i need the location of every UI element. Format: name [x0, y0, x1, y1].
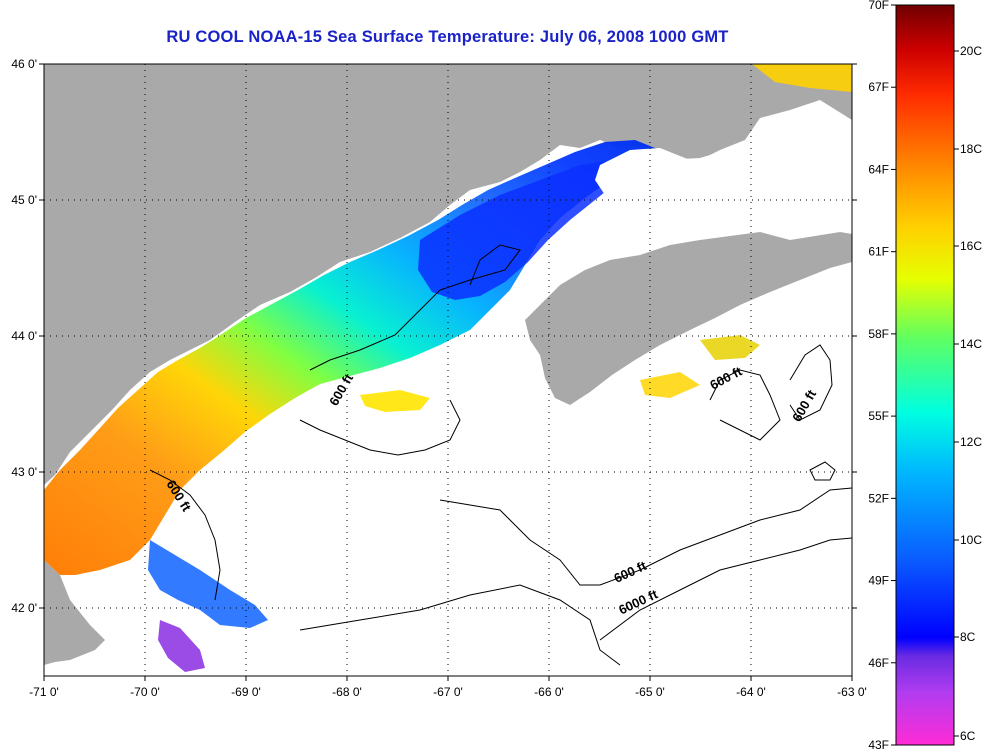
lon-tick-label: -71 0'	[29, 685, 59, 699]
colorbar-celsius-labels: 20C 18C 16C 14C 12C 10C 8C 6C	[954, 44, 982, 743]
cb-f-label: 64F	[868, 162, 889, 176]
colorbar-fahrenheit-labels: 70F 67F 64F 61F 58F 55F 52F 49F 46F 43F	[868, 0, 896, 752]
lon-tick-label: -70 0'	[130, 685, 160, 699]
sst-top-right-patch	[752, 64, 852, 92]
cb-c-label: 10C	[960, 533, 982, 547]
land-mainland	[44, 64, 852, 485]
cb-f-label: 70F	[868, 0, 889, 12]
cb-c-label: 12C	[960, 435, 982, 449]
land-massachusetts	[44, 560, 105, 665]
cb-f-label: 43F	[868, 738, 889, 752]
lon-tick-label: -67 0'	[433, 685, 463, 699]
sst-cape-cod-patch	[148, 540, 268, 628]
land-nova-scotia	[525, 232, 852, 405]
colorbar-gradient	[895, 4, 955, 746]
sst-mid-yellow	[360, 390, 430, 412]
lon-tick-label: -64 0'	[736, 685, 766, 699]
sst-ns-patch-2	[640, 372, 700, 398]
cb-c-label: 16C	[960, 239, 982, 253]
cb-f-label: 58F	[868, 327, 889, 341]
cb-f-label: 49F	[868, 574, 889, 588]
lon-tick-label: -63 0'	[837, 685, 867, 699]
sst-ns-patch-1	[700, 335, 760, 360]
lat-tick-label: 46 0'	[11, 57, 37, 71]
cloud-patch-fundy	[595, 148, 690, 205]
lat-tick-label: 44 0'	[11, 329, 37, 343]
sst-cape-cod-violet	[158, 620, 205, 672]
lon-tick-label: -66 0'	[534, 685, 564, 699]
graticule	[44, 64, 852, 676]
cb-c-label: 8C	[960, 630, 976, 644]
lon-tick-label: -69 0'	[231, 685, 261, 699]
latitude-axis: 46 0' 45 0' 44 0' 43 0' 42 0'	[11, 57, 857, 615]
longitude-axis: -71 0' -70 0' -69 0' -68 0' -67 0' -66 0' -65 …	[29, 676, 867, 699]
colorbar: 70F 67F 64F 61F 58F 55F 52F 49F 46F 43F 20C 18C 16C…	[868, 0, 982, 752]
cb-f-label: 67F	[868, 80, 889, 94]
cb-f-label: 55F	[868, 409, 889, 423]
bathymetry-contours	[149, 244, 852, 666]
no-data-fundy	[540, 148, 795, 262]
lat-tick-label: 42 0'	[11, 601, 37, 615]
lon-tick-label: -68 0'	[332, 685, 362, 699]
cb-f-label: 52F	[868, 491, 889, 505]
cb-c-label: 18C	[960, 142, 982, 156]
map-title: RU COOL NOAA-15 Sea Surface Temperature:…	[166, 28, 729, 46]
cb-c-label: 14C	[960, 337, 982, 351]
cb-f-label: 46F	[868, 656, 889, 670]
cb-c-label: 6C	[960, 729, 976, 743]
cb-f-label: 61F	[868, 245, 889, 259]
lat-tick-label: 43 0'	[11, 465, 37, 479]
cb-c-label: 20C	[960, 44, 982, 58]
lat-tick-label: 45 0'	[11, 193, 37, 207]
sst-cold-core	[418, 160, 640, 300]
lon-tick-label: -65 0'	[635, 685, 665, 699]
